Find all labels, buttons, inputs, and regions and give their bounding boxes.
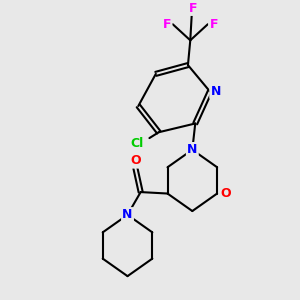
Text: Cl: Cl [130,137,144,150]
Text: F: F [189,2,197,15]
Text: N: N [211,85,221,98]
Text: N: N [187,143,197,156]
Text: N: N [122,208,133,221]
Text: O: O [220,187,231,200]
Text: F: F [163,18,171,31]
Text: F: F [209,18,218,31]
Text: O: O [130,154,141,167]
